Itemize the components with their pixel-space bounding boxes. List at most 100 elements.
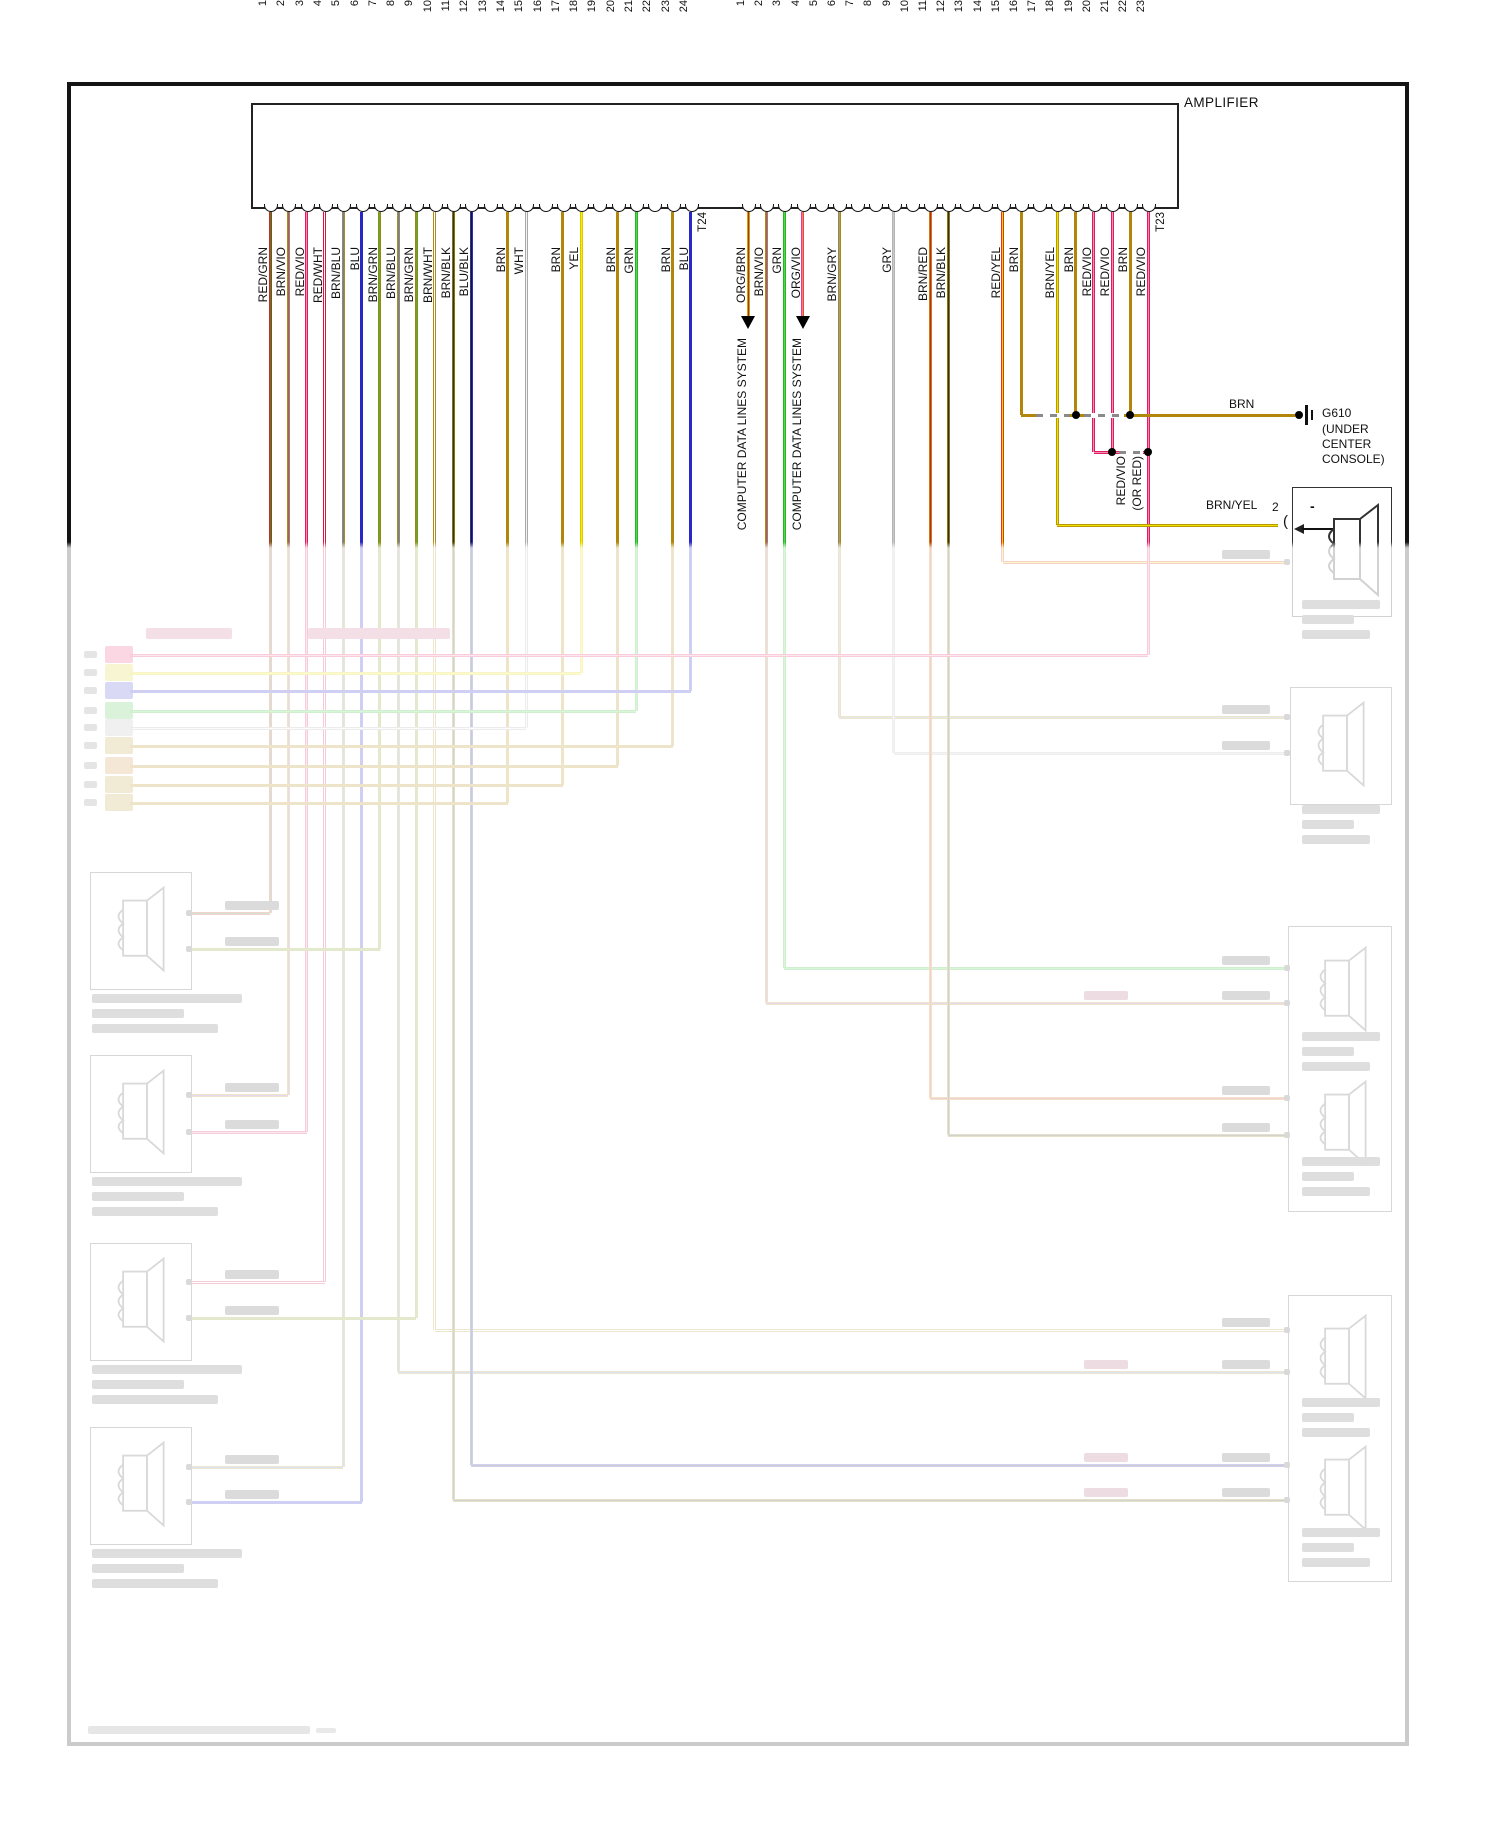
pin-number: 21: [1099, 0, 1111, 13]
terminal-nub: [186, 1499, 192, 1505]
bus-wire-code-swatch: [105, 737, 133, 754]
splice-dot: [1126, 411, 1135, 419]
wire-t24-24: [689, 212, 693, 691]
bus-wire-code-swatch: [105, 794, 133, 811]
wire-t24-6-run: [190, 1500, 362, 1504]
speaker-wire-label: BRN/YEL: [1206, 498, 1258, 512]
wire-color-label: RED/YEL: [988, 247, 1003, 299]
connector-pin-notch: [483, 204, 498, 212]
wire-color-label: BRN: [548, 247, 563, 273]
wire-label-block: [1222, 1318, 1270, 1327]
bus-wire-code-swatch: [105, 682, 133, 699]
data-lines-note-2: COMPUTER DATA LINES SYSTEM: [790, 338, 804, 531]
wire-label-block: [1222, 1086, 1270, 1095]
wire-t23-2: [764, 212, 768, 1003]
wire-t23-9: [892, 212, 896, 753]
wire-t24-17: [561, 212, 565, 785]
wire-color-label: BRN/VIO: [274, 247, 289, 297]
pin-number: 1: [735, 0, 747, 7]
pin-number: 6: [348, 0, 361, 7]
connector-pin-notch: [373, 204, 388, 212]
connector-pin-notch: [905, 204, 920, 212]
ground-loc-line2: CENTER: [1322, 437, 1372, 451]
terminal-nub: [186, 910, 192, 916]
wire-t23-12-run: [948, 1133, 1290, 1137]
pin-number: 20: [1080, 0, 1093, 13]
wire-label-block: [1222, 1360, 1270, 1369]
wire-color-label: GRY: [879, 247, 894, 273]
bus-wire-code-swatch: [105, 757, 133, 774]
speaker-caption-block: [1302, 630, 1370, 639]
splice-dash: [1084, 412, 1124, 418]
wire-t23-22: [1128, 212, 1132, 415]
wire-color-label: BRN: [1007, 247, 1021, 273]
pin-number: 18: [1044, 0, 1057, 13]
ground-loc-line1: (UNDER: [1322, 422, 1369, 436]
ground-symbol-dot: [1295, 411, 1303, 419]
wire-t23-23: [1146, 212, 1150, 655]
speaker-caption-block: [1302, 615, 1354, 624]
speaker-icon: [117, 1068, 165, 1156]
connector-pin-notch: [538, 204, 553, 212]
bus-wire-code-swatch: [105, 719, 133, 736]
radio-note-block: [146, 628, 232, 639]
wire-t23-11-run: [930, 1096, 1290, 1100]
pin-number: 7: [366, 0, 379, 7]
connector-pin-notch: [428, 204, 443, 212]
wire-color-label: BLU/BLK: [457, 247, 472, 297]
pin-number: 3: [293, 0, 306, 7]
wire-t24-1: [268, 212, 272, 913]
wire-brn-ground-run: [1021, 413, 1295, 417]
amplifier-label: AMPLIFIER: [1184, 95, 1259, 110]
data-lines-note-1: COMPUTER DATA LINES SYSTEM: [735, 338, 749, 531]
speaker-wire-lead: [1302, 528, 1338, 530]
wire-color-label: ORG/VIO: [788, 247, 803, 299]
ground-symbol-bar1: [1305, 405, 1308, 425]
terminal-nub: [1284, 1497, 1290, 1503]
wire-color-label: BRN: [603, 247, 618, 273]
wire-t23-6: [837, 212, 841, 717]
speaker-caption-block: [92, 1365, 242, 1374]
wire-t24-2-run: [190, 1093, 289, 1097]
wire-color-label: BRN: [1061, 247, 1076, 273]
wire-label-block: [225, 1120, 279, 1129]
wire-t24-4-run: [190, 1280, 325, 1284]
wire-t24-5-run: [190, 1465, 344, 1469]
wire-label-block: [1222, 1123, 1270, 1132]
wire-t23-15: [1001, 212, 1005, 562]
bus-pin-mark: [84, 799, 97, 806]
bus-pin-mark: [84, 724, 97, 731]
wire-color-label: BLU: [347, 247, 362, 271]
pin-number: 13: [953, 0, 966, 13]
fine-print-block: [316, 1728, 336, 1733]
wire-color-label: BRN/BLK: [934, 247, 949, 299]
speaker-icon: [1319, 945, 1367, 1033]
speaker-icon: [1319, 1313, 1367, 1401]
wire-t24-5: [341, 212, 345, 1467]
pin-number: 4: [311, 0, 324, 7]
wire-t24-8-run: [398, 1370, 1290, 1374]
speaker-caption-block: [92, 1177, 242, 1186]
speaker-caption-block: [1302, 1413, 1354, 1422]
wire-t24-14-run: [130, 801, 508, 805]
terminal-nub: [186, 1279, 192, 1285]
pin-number: 15: [989, 0, 1002, 13]
speaker-caption-block: [1302, 1032, 1380, 1041]
pin-number: 14: [494, 0, 507, 13]
pin-number: 11: [440, 0, 452, 12]
wire-t24-7-run: [190, 947, 380, 951]
terminal-nub: [1284, 750, 1290, 756]
terminal-nub: [186, 946, 192, 952]
wire-t23-1: [746, 212, 750, 316]
wire-t24-1-run: [190, 911, 270, 915]
wire-t24-10: [433, 212, 437, 1330]
wire-label-block: [1222, 1488, 1270, 1497]
speaker-icon: [1328, 502, 1379, 598]
bus-pin-mark: [84, 669, 97, 676]
wire-t23-9-run: [893, 751, 1290, 755]
pin-number: 23: [1135, 0, 1148, 13]
wire-label-block: [1222, 550, 1270, 559]
terminal-nub: [1284, 1132, 1290, 1138]
bus-pin-mark: [84, 687, 97, 694]
